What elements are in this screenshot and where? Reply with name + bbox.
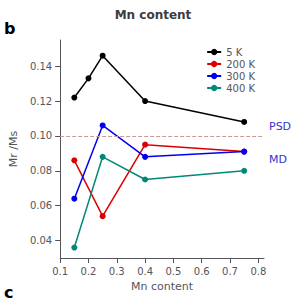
- svg-text:0.12: 0.12: [30, 96, 52, 107]
- svg-text:0.3: 0.3: [109, 266, 125, 277]
- svg-text:c: c: [4, 283, 13, 302]
- svg-text:Mr /Ms: Mr /Ms: [7, 131, 20, 168]
- svg-text:200 K: 200 K: [226, 59, 255, 70]
- svg-text:PSD: PSD: [269, 120, 291, 133]
- svg-text:5 K: 5 K: [226, 47, 243, 58]
- svg-text:Mn content: Mn content: [115, 8, 192, 22]
- svg-text:0.5: 0.5: [165, 266, 181, 277]
- svg-text:0.06: 0.06: [30, 200, 52, 211]
- svg-text:0.4: 0.4: [137, 266, 153, 277]
- svg-text:Mn content: Mn content: [131, 280, 194, 293]
- svg-text:0.7: 0.7: [222, 266, 238, 277]
- svg-text:0.08: 0.08: [30, 165, 52, 176]
- svg-text:b: b: [4, 19, 15, 38]
- svg-text:0.6: 0.6: [194, 266, 210, 277]
- svg-text:0.8: 0.8: [250, 266, 266, 277]
- svg-text:0.2: 0.2: [81, 266, 97, 277]
- svg-text:MD: MD: [269, 153, 287, 166]
- svg-text:0.10: 0.10: [30, 130, 52, 141]
- svg-text:300 K: 300 K: [226, 71, 255, 82]
- svg-text:0.1: 0.1: [52, 266, 68, 277]
- svg-text:400 K: 400 K: [226, 83, 255, 94]
- svg-text:0.14: 0.14: [30, 61, 52, 72]
- svg-text:0.04: 0.04: [30, 235, 52, 246]
